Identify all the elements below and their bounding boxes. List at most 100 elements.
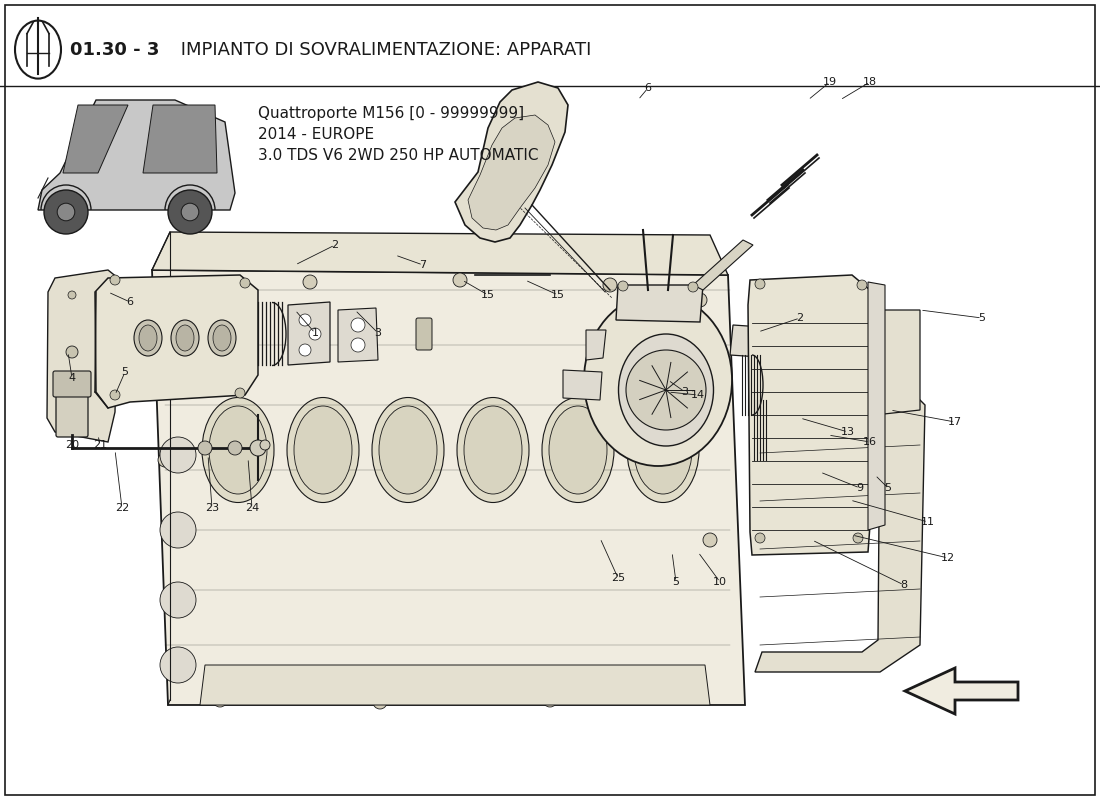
Text: 15: 15 xyxy=(481,290,495,300)
Polygon shape xyxy=(616,285,703,322)
Ellipse shape xyxy=(208,320,236,356)
FancyBboxPatch shape xyxy=(56,393,88,437)
Circle shape xyxy=(453,273,468,287)
Ellipse shape xyxy=(634,406,692,494)
Text: 16: 16 xyxy=(864,437,877,447)
Circle shape xyxy=(309,328,321,340)
Circle shape xyxy=(110,390,120,400)
Text: IMPIANTO DI SOVRALIMENTAZIONE: APPARATI: IMPIANTO DI SOVRALIMENTAZIONE: APPARATI xyxy=(175,41,592,58)
Ellipse shape xyxy=(294,406,352,494)
Circle shape xyxy=(173,285,187,299)
Text: 23: 23 xyxy=(205,503,219,513)
Text: 12: 12 xyxy=(940,553,955,563)
Circle shape xyxy=(373,695,387,709)
Circle shape xyxy=(66,346,78,358)
Circle shape xyxy=(158,453,172,467)
Ellipse shape xyxy=(456,398,529,502)
Text: 10: 10 xyxy=(713,577,727,587)
Ellipse shape xyxy=(464,406,522,494)
Text: 3: 3 xyxy=(374,328,382,338)
Circle shape xyxy=(161,593,175,607)
Polygon shape xyxy=(874,310,920,415)
Circle shape xyxy=(693,293,707,307)
Ellipse shape xyxy=(209,406,267,494)
Text: 2: 2 xyxy=(796,313,804,323)
Polygon shape xyxy=(152,232,728,275)
Text: 22: 22 xyxy=(114,503,129,513)
Circle shape xyxy=(168,190,212,234)
Text: 6: 6 xyxy=(126,297,133,307)
Text: 11: 11 xyxy=(921,517,935,527)
Text: 24: 24 xyxy=(245,503,260,513)
FancyBboxPatch shape xyxy=(53,371,91,397)
Ellipse shape xyxy=(584,294,732,466)
Text: 19: 19 xyxy=(823,77,837,87)
Text: 25: 25 xyxy=(610,573,625,583)
Polygon shape xyxy=(95,275,258,408)
Text: Quattroporte M156 [0 - 99999999]: Quattroporte M156 [0 - 99999999] xyxy=(258,106,524,121)
Circle shape xyxy=(160,512,196,548)
Ellipse shape xyxy=(549,406,607,494)
Circle shape xyxy=(626,350,706,430)
Circle shape xyxy=(160,647,196,683)
Circle shape xyxy=(160,292,196,328)
Circle shape xyxy=(688,282,698,292)
Ellipse shape xyxy=(618,334,714,446)
Polygon shape xyxy=(468,115,556,230)
Text: 9: 9 xyxy=(857,483,864,493)
Text: 4: 4 xyxy=(68,373,76,383)
Text: 01.30 - 3: 01.30 - 3 xyxy=(70,41,160,58)
FancyBboxPatch shape xyxy=(416,318,432,350)
Polygon shape xyxy=(152,270,745,705)
Polygon shape xyxy=(143,105,217,173)
Circle shape xyxy=(351,318,365,332)
Circle shape xyxy=(198,441,212,455)
Circle shape xyxy=(250,440,266,456)
Circle shape xyxy=(160,437,196,473)
Text: 18: 18 xyxy=(862,77,877,87)
Text: 8: 8 xyxy=(901,580,908,590)
Circle shape xyxy=(235,388,245,398)
Circle shape xyxy=(543,693,557,707)
Circle shape xyxy=(703,533,717,547)
Circle shape xyxy=(260,440,270,450)
Text: 14: 14 xyxy=(691,390,705,400)
Text: 5: 5 xyxy=(672,577,680,587)
Polygon shape xyxy=(563,370,602,400)
Polygon shape xyxy=(755,390,925,672)
Ellipse shape xyxy=(372,398,444,502)
Circle shape xyxy=(755,279,764,289)
Circle shape xyxy=(351,338,365,352)
Ellipse shape xyxy=(202,398,274,502)
Polygon shape xyxy=(693,240,754,290)
Polygon shape xyxy=(200,665,710,705)
Circle shape xyxy=(228,441,242,455)
Text: 3.0 TDS V6 2WD 250 HP AUTOMATIC: 3.0 TDS V6 2WD 250 HP AUTOMATIC xyxy=(258,148,539,163)
Circle shape xyxy=(44,190,88,234)
Circle shape xyxy=(857,280,867,290)
Text: 2: 2 xyxy=(331,240,339,250)
Ellipse shape xyxy=(627,398,698,502)
Text: 3: 3 xyxy=(682,387,689,397)
Ellipse shape xyxy=(213,325,231,351)
Ellipse shape xyxy=(542,398,614,502)
Circle shape xyxy=(302,275,317,289)
Polygon shape xyxy=(338,308,378,362)
Polygon shape xyxy=(586,330,606,360)
Text: 7: 7 xyxy=(419,260,427,270)
Text: 17: 17 xyxy=(948,417,962,427)
Circle shape xyxy=(110,275,120,285)
Polygon shape xyxy=(730,325,806,360)
Ellipse shape xyxy=(139,325,157,351)
Text: 6: 6 xyxy=(645,83,651,93)
Text: 20: 20 xyxy=(65,440,79,450)
Circle shape xyxy=(160,582,196,618)
Polygon shape xyxy=(905,668,1018,714)
Text: 5: 5 xyxy=(884,483,891,493)
Ellipse shape xyxy=(134,320,162,356)
Ellipse shape xyxy=(379,406,437,494)
Circle shape xyxy=(673,678,688,692)
Ellipse shape xyxy=(170,320,199,356)
Polygon shape xyxy=(63,105,128,173)
Polygon shape xyxy=(748,275,870,555)
